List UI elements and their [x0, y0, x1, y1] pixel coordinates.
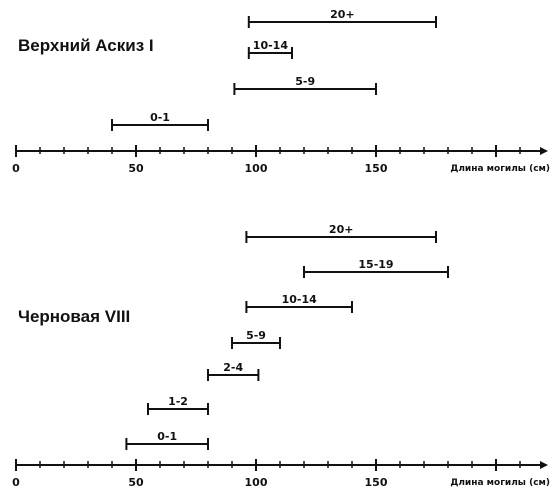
range-bar-10-14: 10-14	[245, 293, 353, 313]
range-label: 10-14	[253, 39, 289, 52]
x-tick-label: 50	[128, 162, 144, 175]
range-label: 0-1	[157, 430, 177, 443]
range-bar-20+: 20+	[247, 8, 437, 28]
range-label: 1-2	[168, 395, 188, 408]
x-tick-label: 100	[245, 162, 268, 175]
range-bar-5-9: 5-9	[231, 329, 281, 349]
range-label: 15-19	[358, 258, 393, 271]
x-tick-label: 50	[128, 476, 144, 489]
range-bar-1-2: 1-2	[147, 395, 209, 415]
panel-verkhniy-askiz: Верхний Аскиз I 0 50 100 150 Длина могилы (см…	[12, 8, 550, 175]
x-tick-label: 100	[245, 476, 268, 489]
range-bar-20+: 20+	[245, 223, 437, 243]
x-axis-label: Длина могилы (см)	[450, 478, 550, 488]
x-axis-label: Длина могилы (см)	[450, 164, 550, 174]
chart-title: Верхний Аскиз I	[18, 36, 154, 55]
range-bar-0-1: 0-1	[125, 430, 209, 450]
range-label: 0-1	[150, 111, 170, 124]
panel-chernovaya: Черновая VIII 0 50 100 150 Длина могилы (см) 2…	[12, 223, 550, 489]
range-bar-5-9: 5-9	[233, 75, 377, 95]
range-bar-10-14: 10-14	[247, 39, 293, 59]
x-axis-arrow	[540, 461, 548, 469]
x-tick-label: 0	[12, 476, 20, 489]
range-bar-0-1: 0-1	[111, 111, 209, 131]
range-label: 2-4	[223, 361, 243, 374]
range-label: 20+	[329, 223, 354, 236]
range-bar-15-19: 15-19	[303, 258, 449, 278]
chart-title: Черновая VIII	[18, 307, 130, 326]
x-tick-label: 150	[365, 476, 388, 489]
range-bar-2-4: 2-4	[207, 361, 260, 381]
range-label: 20+	[330, 8, 355, 21]
x-tick-label: 150	[365, 162, 388, 175]
range-label: 5-9	[295, 75, 315, 88]
x-tick-label: 0	[12, 162, 20, 175]
range-label: 10-14	[282, 293, 318, 306]
range-label: 5-9	[246, 329, 266, 342]
x-axis-arrow	[540, 147, 548, 155]
